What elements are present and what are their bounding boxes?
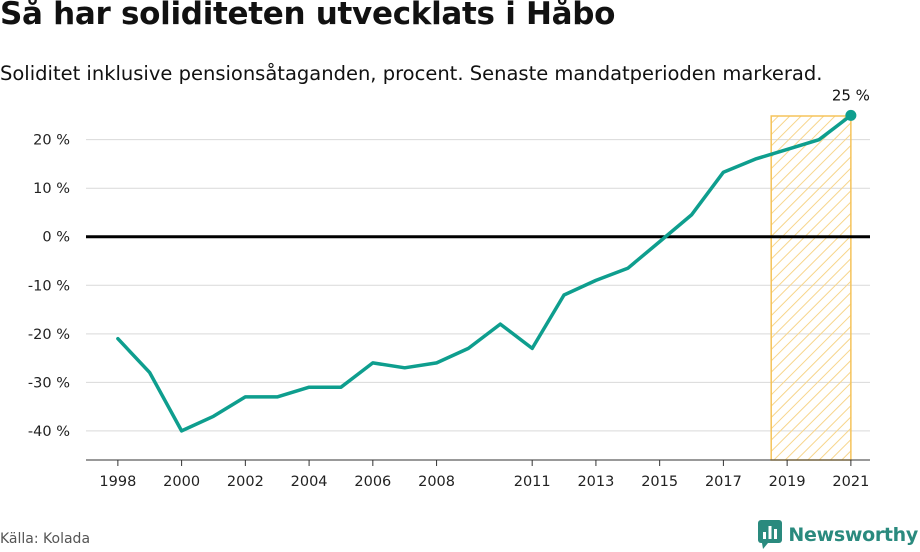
series-layer [116, 113, 853, 433]
highlight-layer [770, 115, 852, 461]
x-tick-label: 2006 [354, 474, 391, 490]
x-tick-label: 2004 [291, 474, 328, 490]
term-highlight [770, 115, 852, 461]
y-tick-label: -20 % [28, 327, 70, 343]
x-tick-label: 2017 [705, 474, 742, 490]
y-tick-label: -30 % [28, 375, 70, 391]
x-tick-label: 2015 [641, 474, 678, 490]
grid-layer [86, 139, 870, 432]
x-tick-label: 1998 [99, 474, 136, 490]
x-tick-label: 2021 [832, 474, 869, 490]
y-tick-label: -40 % [28, 424, 70, 440]
newsworthy-logo-icon [758, 520, 783, 549]
last-value-label: 25 % [832, 86, 870, 104]
x-tick-label: 2002 [227, 474, 264, 490]
brand-logo[interactable]: Newsworthy [758, 520, 918, 550]
annotation-layer: 25 % [832, 86, 870, 121]
x-tick-label: 2013 [577, 474, 614, 490]
y-tick-label: -10 % [28, 278, 70, 294]
y-tick-label: 20 % [33, 133, 70, 149]
x-tick-label: 2000 [163, 474, 200, 490]
brand-name: Newsworthy [788, 524, 918, 546]
chart-title: Så har soliditeten utvecklats i Håbo [0, 0, 616, 32]
axis-layer: -40 % -30 % -20 % -10 % 0 % 10 % 20 % 1998 2000 2… [28, 133, 870, 490]
y-tick-label: 10 % [33, 181, 70, 197]
series-line [116, 113, 853, 433]
y-tick-label: 0 % [42, 230, 70, 246]
x-tick-label: 2011 [514, 474, 551, 490]
source-note: Källa: Kolada [0, 531, 91, 547]
x-tick-label: 2019 [769, 474, 806, 490]
x-tick-label: 2008 [418, 474, 455, 490]
chart-subtitle: Soliditet inklusive pensionsåtaganden, p… [0, 62, 823, 85]
last-value-marker [845, 109, 857, 121]
